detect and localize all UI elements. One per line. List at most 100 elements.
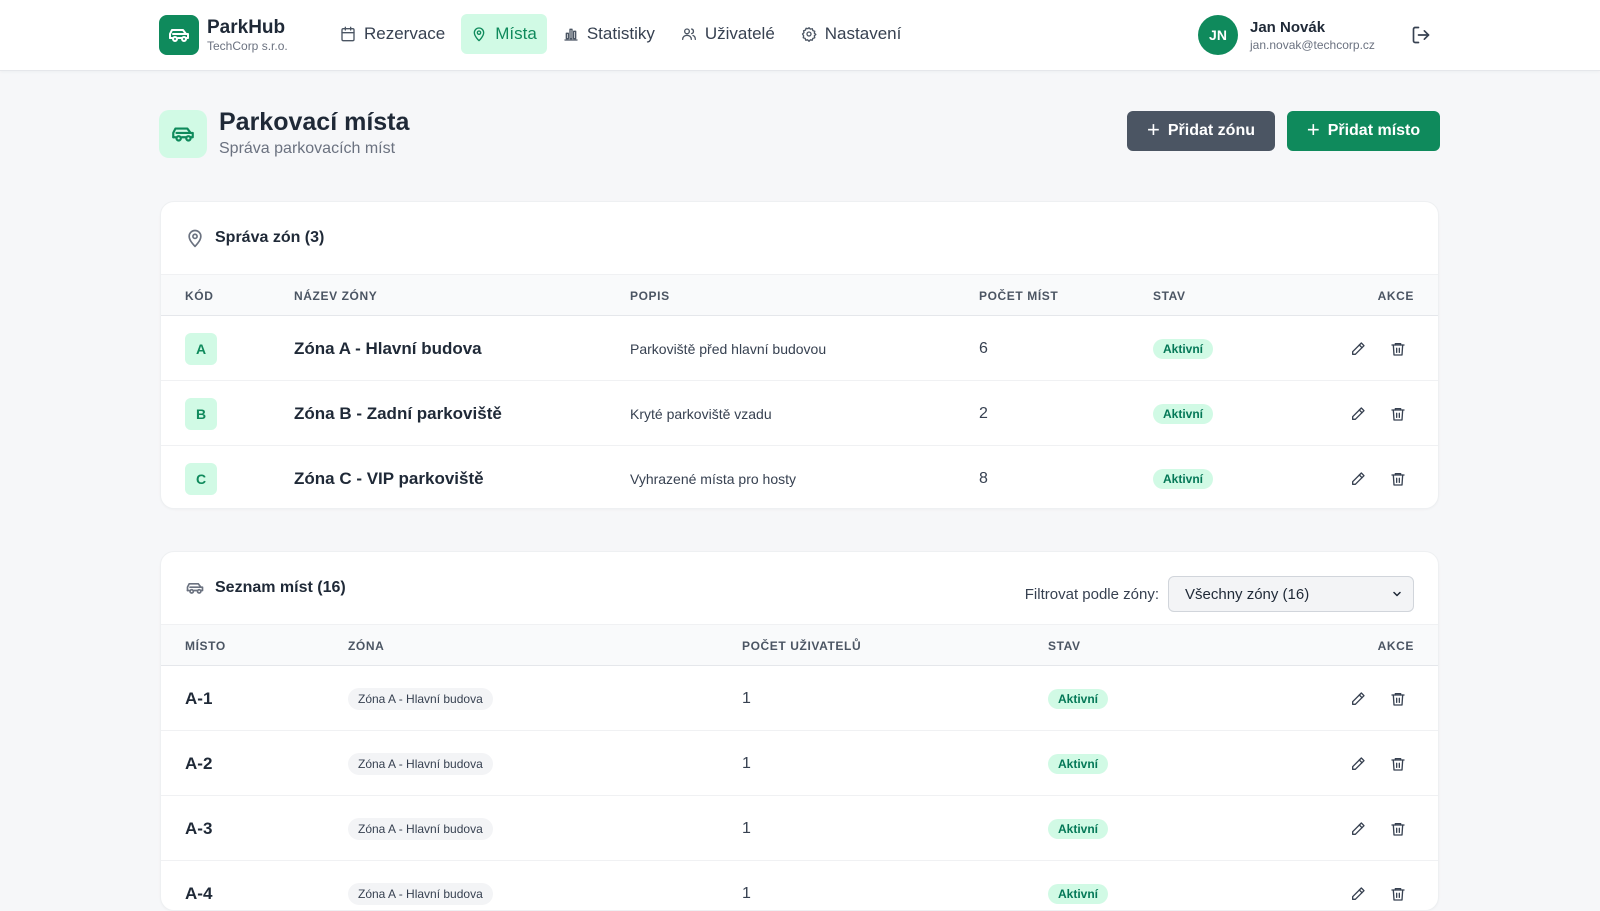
column-header[interactable]: STAV [1153,289,1186,303]
trash-icon [1391,342,1405,356]
zone-spot-count: 6 [979,339,988,357]
spot-user-count: 1 [742,884,751,902]
zone-filter: Filtrovat podle zóny: Všechny zóny (16) [1025,576,1414,612]
main-nav: Rezervace Místa Statistiky Uživatelé Nas… [330,14,911,54]
add-spot-button[interactable]: + Přidat místo [1287,111,1440,151]
avatar: JN [1198,15,1238,55]
zone-name: Zóna B - Zadní parkoviště [294,403,502,423]
nav-item-label: Statistiky [586,24,655,43]
pencil-icon [1352,406,1365,420]
car-icon [159,109,207,158]
column-header[interactable]: POPIS [630,289,670,303]
spot-name: A-2 [185,753,213,773]
edit-button[interactable] [1348,339,1368,359]
column-header[interactable]: STAV [1048,639,1081,653]
page-title: Parkovací místa [219,108,410,136]
spot-user-count: 1 [742,689,751,707]
nav-item-statistiky[interactable]: Statistiky [553,14,665,54]
delete-button[interactable] [1388,884,1408,904]
trash-icon [1391,757,1405,771]
gear-icon [801,27,817,42]
trash-icon [1391,407,1405,421]
delete-button[interactable] [1388,819,1408,839]
spot-user-count: 1 [742,819,751,837]
table-row: C Zóna C - VIP parkoviště Vyhrazené míst… [161,446,1438,508]
filter-label: Filtrovat podle zóny: [1024,585,1159,603]
zone-code-badge: C [185,462,217,495]
spot-name: A-1 [185,688,213,708]
zone-description: Parkoviště před hlavní budovou [630,340,827,357]
column-header[interactable]: POČET MÍST [979,289,1059,303]
column-header[interactable]: POČET UŽIVATELŮ [742,639,862,653]
nav-item-label: Nastavení [824,24,902,43]
delete-button[interactable] [1388,689,1408,709]
brand-organization: TechCorp s.r.o. [207,38,288,53]
zone-tag: Zóna A - Hlavní budova [348,687,493,710]
edit-button[interactable] [1348,884,1368,904]
logout-button[interactable] [1408,22,1434,48]
zone-code-badge: B [185,397,217,430]
add-zone-button[interactable]: + Přidat zónu [1127,111,1275,151]
nav-item-label: Místa [495,24,537,43]
edit-button[interactable] [1348,404,1368,424]
page-subtitle: Správa parkovacích míst [219,140,396,157]
add-spot-label: Přidat místo [1327,122,1421,139]
status-badge: Aktivní [1048,688,1109,709]
edit-button[interactable] [1348,469,1368,489]
zone-filter-select[interactable]: Všechny zóny (16) [1168,576,1414,612]
delete-button[interactable] [1388,339,1408,359]
user-email: jan.novak@techcorp.cz [1250,37,1375,52]
edit-button[interactable] [1348,754,1368,774]
spots-table-header: MÍSTO ZÓNA POČET UŽIVATELŮ STAV AKCE [161,624,1438,666]
delete-button[interactable] [1388,469,1408,489]
column-header: AKCE [1377,639,1414,653]
add-zone-label: Přidat zónu [1167,122,1255,139]
zones-title: Správa zón (3) [215,229,325,246]
edit-button[interactable] [1348,819,1368,839]
zone-description: Kryté parkoviště vzadu [630,405,772,422]
zone-tag: Zóna A - Hlavní budova [348,882,493,905]
delete-button[interactable] [1388,754,1408,774]
brand[interactable]: ParkHub TechCorp s.r.o. [159,15,288,55]
delete-button[interactable] [1388,404,1408,424]
column-header[interactable]: KÓD [185,289,214,303]
pencil-icon [1352,691,1365,705]
column-header[interactable]: MÍSTO [185,639,226,653]
users-icon [681,28,696,40]
user-name: Jan Novák [1250,18,1326,36]
page-header: Parkovací místa Správa parkovacích míst [159,107,409,160]
zones-table-header: KÓD NÁZEV ZÓNY POPIS POČET MÍST STAV AKC… [161,274,1438,316]
brand-name: ParkHub [207,16,286,38]
pencil-icon [1352,756,1365,770]
zone-tag: Zóna A - Hlavní budova [348,752,493,775]
calendar-icon [341,26,355,42]
plus-icon: + [1306,117,1320,142]
status-badge: Aktivní [1048,753,1109,774]
zone-spot-count: 8 [979,469,988,487]
spots-card: Seznam míst (16) Filtrovat podle zóny: V… [160,551,1439,911]
car-icon [159,15,199,55]
pencil-icon [1352,886,1365,900]
column-header: AKCE [1377,289,1414,303]
column-header[interactable]: ZÓNA [348,639,385,653]
zone-description: Vyhrazené místa pro hosty [630,470,797,487]
zone-spot-count: 2 [979,404,988,422]
nav-item-nastaveni[interactable]: Nastavení [791,14,912,54]
status-badge: Aktivní [1153,338,1214,359]
top-navigation-bar: ParkHub TechCorp s.r.o. Rezervace Místa … [0,0,1600,71]
status-badge: Aktivní [1048,883,1109,904]
nav-item-label: Uživatelé [704,24,775,43]
zone-name: Zóna C - VIP parkoviště [294,468,484,488]
nav-item-mista[interactable]: Místa [461,14,547,54]
column-header[interactable]: NÁZEV ZÓNY [294,289,378,303]
trash-icon [1391,887,1405,901]
nav-item-uzivatele[interactable]: Uživatelé [671,14,785,54]
edit-button[interactable] [1348,689,1368,709]
pencil-icon [1352,471,1365,485]
user-menu[interactable]: JN Jan Novák jan.novak@techcorp.cz [1198,15,1375,55]
spot-name: A-3 [185,818,213,838]
nav-item-rezervace[interactable]: Rezervace [330,14,455,54]
table-row: A-1 Zóna A - Hlavní budova 1 Aktivní [161,666,1438,731]
pencil-icon [1352,341,1365,355]
status-badge: Aktivní [1153,468,1214,489]
